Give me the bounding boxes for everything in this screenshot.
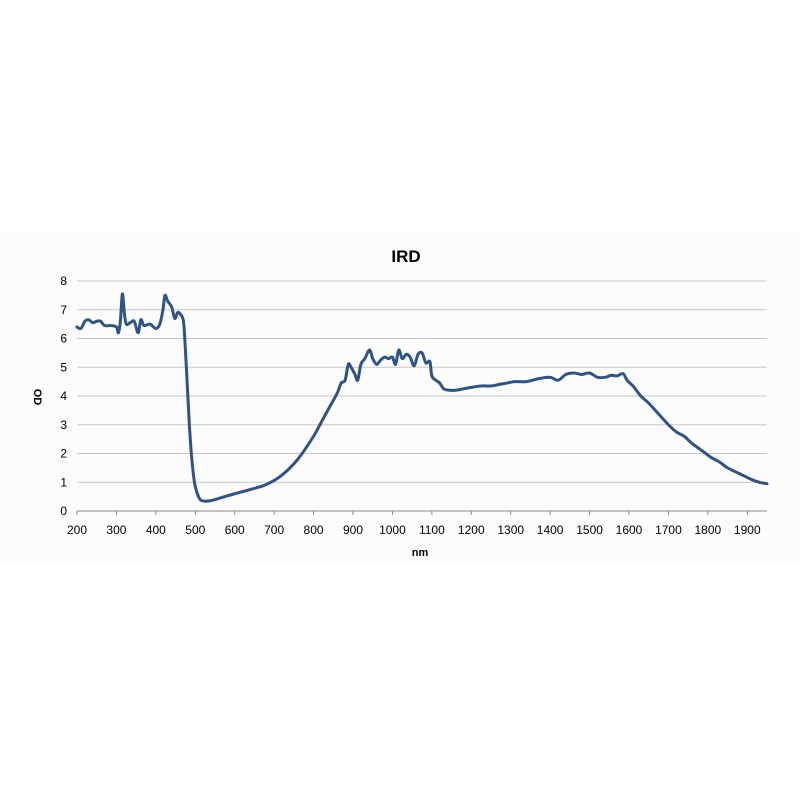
chart-title: IRD — [391, 247, 420, 266]
gridlines — [77, 280, 767, 483]
x-tick-label-1: 300 — [106, 523, 126, 537]
y-tick-label-4: 4 — [60, 389, 67, 403]
y-tick-label-7: 7 — [60, 303, 67, 317]
x-tick-label-11: 1300 — [497, 523, 524, 537]
y-tick-labels: 0 1 2 3 4 5 6 7 8 — [60, 274, 67, 518]
x-tick-label-8: 1000 — [379, 523, 406, 537]
x-tick-label-17: 1900 — [734, 523, 761, 537]
y-tick-label-0: 0 — [60, 504, 67, 518]
x-tick-label-2: 400 — [146, 523, 166, 537]
y-axis-title: OD — [31, 389, 43, 406]
x-tick-label-13: 1500 — [576, 523, 603, 537]
y-tick-label-6: 6 — [60, 332, 67, 346]
axes — [76, 510, 767, 515]
x-tick-label-14: 1600 — [616, 523, 643, 537]
x-tick-label-16: 1800 — [695, 523, 722, 537]
x-tick-labels: 200 300 400 500 600 700 800 900 1000 1100 1200 1300… — [67, 523, 761, 537]
y-tick-label-8: 8 — [60, 274, 67, 288]
x-tick-label-9: 1100 — [419, 523, 445, 537]
y-tick-label-1: 1 — [60, 475, 67, 489]
x-tick-label-12: 1400 — [537, 523, 564, 537]
x-tick-label-10: 1200 — [458, 523, 485, 537]
x-tick-label-15: 1700 — [655, 523, 682, 537]
y-tick-label-3: 3 — [60, 418, 67, 432]
x-tick-label-7: 900 — [343, 523, 363, 537]
series-lines — [75, 292, 769, 503]
chart-background — [0, 232, 800, 566]
x-tick-label-5: 700 — [264, 523, 284, 537]
x-axis-title: nm — [412, 547, 429, 559]
y-tick-label-5: 5 — [60, 360, 67, 374]
x-tick-label-0: 200 — [67, 523, 87, 537]
x-tick-label-3: 500 — [185, 523, 205, 537]
series-line-0 — [75, 292, 769, 503]
x-tick-label-6: 800 — [304, 523, 324, 537]
y-tick-label-2: 2 — [60, 447, 67, 461]
x-tick-label-4: 600 — [225, 523, 245, 537]
